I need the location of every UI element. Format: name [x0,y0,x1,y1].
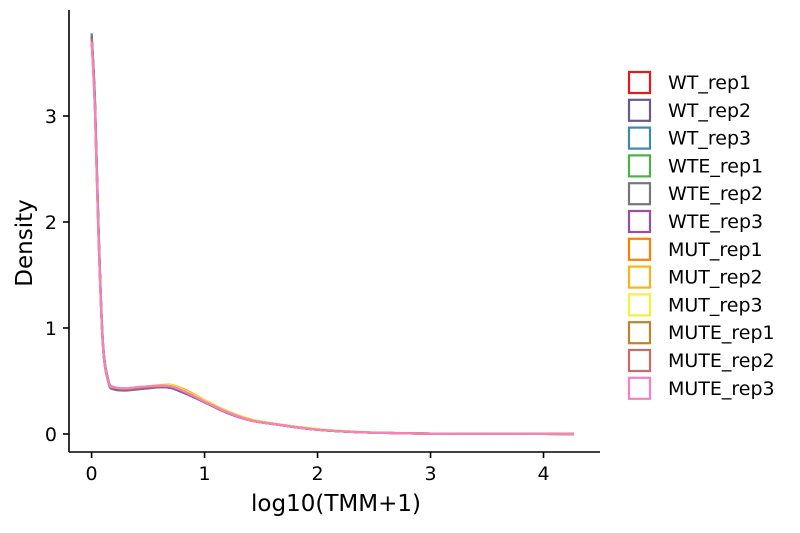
legend-item: WTE_rep3 [627,209,763,234]
legend-swatch [627,265,652,289]
legend-label: WTE_rep2 [668,183,763,205]
legend-item: MUTE_rep1 [627,321,775,345]
series-line-MUTE_rep1 [90,38,575,436]
legend-swatch [627,154,652,178]
legend-swatch [627,209,652,234]
x-axis-ticks: 0 1 2 3 4 [86,452,550,485]
legend-swatch [627,237,652,261]
x-tick-label: 4 [537,463,549,485]
series-line-WT_rep3 [90,33,575,436]
x-tick-label: 2 [312,463,324,485]
legend-swatch [627,321,652,345]
legend-label: WT_rep1 [668,72,751,94]
legend-label: WT_rep3 [668,128,751,150]
legend-item: WT_rep1 [627,70,751,95]
legend-label: MUT_rep2 [668,267,763,289]
y-tick-label: 2 [45,212,57,234]
legend-swatch [627,376,652,400]
series-line-WTE_rep2 [90,36,575,436]
y-tick-label: 3 [45,106,57,128]
legend: WT_rep1 WT_rep2 WT_rep3 WTE_rep1 WTE_rep2 WTE… [627,70,775,400]
legend-label: MUTE_rep3 [668,378,775,400]
legend-item: WTE_rep2 [627,182,763,206]
legend-label: MUT_rep3 [668,294,763,316]
x-axis-title: log10(TMM+1) [251,491,421,517]
legend-label: MUTE_rep2 [668,350,775,372]
legend-label: WTE_rep3 [668,211,763,233]
series-line-WT_rep1 [90,35,575,436]
y-tick-label: 0 [45,424,57,446]
legend-label: WTE_rep1 [668,155,763,177]
legend-item: WT_rep2 [627,98,751,122]
series-line-MUT_rep2 [90,39,575,436]
legend-swatch [627,126,652,150]
legend-swatch [627,98,652,122]
y-axis-ticks: 0 1 2 3 [45,106,69,446]
legend-item: WT_rep3 [627,126,751,150]
legend-swatch [627,293,652,317]
legend-swatch [627,70,652,95]
legend-swatch [627,182,652,206]
y-axis-title: Density [12,199,38,286]
series-line-MUT_rep3 [90,39,575,436]
legend-label: WT_rep2 [668,100,751,122]
series-line-WT_rep2 [90,35,575,436]
legend-item: MUTE_rep2 [627,348,775,373]
x-tick-label: 0 [86,463,98,485]
legend-swatch [627,348,652,373]
series-line-WTE_rep1 [90,37,575,436]
legend-item: MUT_rep2 [627,265,763,289]
series-line-MUTE_rep2 [90,38,575,436]
x-tick-label: 3 [424,463,436,485]
legend-label: MUTE_rep1 [668,322,775,344]
legend-item: MUTE_rep3 [627,376,775,400]
y-tick-label: 1 [45,318,57,340]
legend-item: WTE_rep1 [627,154,763,178]
series-line-WTE_rep3 [90,37,575,436]
series-line-MUT_rep1 [90,39,575,436]
series-line-MUTE_rep3 [90,41,575,436]
series-lines [90,33,575,436]
x-tick-label: 1 [199,463,211,485]
legend-item: MUT_rep1 [627,237,763,261]
legend-item: MUT_rep3 [627,293,763,317]
legend-label: MUT_rep1 [668,239,763,261]
